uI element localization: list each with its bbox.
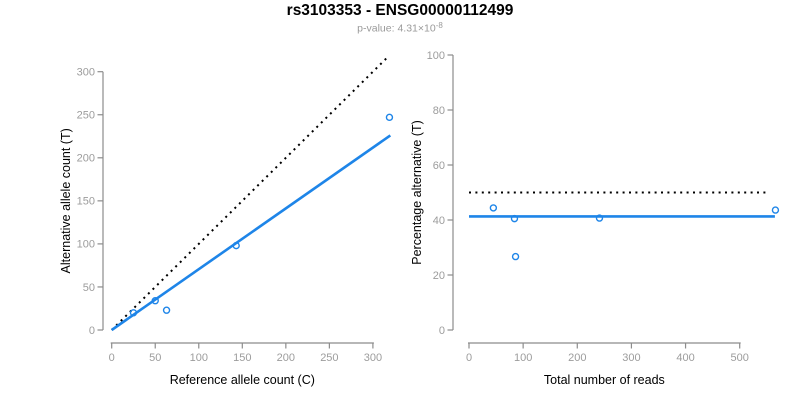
main-title: rs3103353 - ENSG00000112499: [286, 2, 514, 19]
x-tick-label: 400: [676, 352, 694, 364]
x-tick-label: 0: [466, 352, 472, 364]
data-point: [151, 297, 159, 305]
y-tick-label: 200: [77, 153, 95, 165]
x-tick-label: 0: [109, 352, 115, 364]
data-point: [385, 113, 394, 122]
y-tick-label: 60: [433, 160, 445, 172]
y-tick-label: 40: [433, 215, 445, 227]
y-tick-label: 150: [77, 196, 95, 208]
data-point: [232, 241, 240, 250]
x-axis-title: Total number of reads: [544, 373, 665, 387]
x-tick-label: 100: [514, 352, 532, 364]
y-tick-label: 80: [433, 105, 445, 117]
left-scatter-plot: 0 50 100 150 200 250 300 0 50 100 150 200 250 300 Refe…: [59, 57, 394, 387]
y-tick-label: 300: [77, 67, 95, 79]
x-tick-label: 150: [233, 352, 251, 364]
identity-line: [110, 57, 388, 331]
data-point: [510, 214, 519, 223]
data-point: [129, 309, 138, 317]
x-tick-label: 300: [364, 352, 382, 364]
data-point: [511, 252, 520, 261]
pvalue-subtitle: p-value: 4.31×10-8: [0, 20, 800, 35]
x-tick-label: 200: [277, 352, 295, 364]
y-tick-label: 50: [83, 282, 95, 294]
y-tick-label: 100: [427, 50, 445, 62]
x-tick-label: 200: [568, 352, 586, 364]
x-tick-label: 50: [149, 352, 161, 364]
pvalue-text: p-value: 4.31×10: [357, 22, 436, 35]
y-tick-label: 250: [77, 110, 95, 122]
y-tick-label: 100: [77, 239, 95, 251]
x-tick-label: 100: [190, 352, 208, 364]
x-axis-title: Reference allele count (C): [170, 373, 315, 387]
y-tick-label: 20: [433, 270, 445, 282]
x-tick-label: 300: [622, 352, 640, 364]
right-scatter-plot: 0 20 40 60 80 100 0 100 200 300 400 500 Total number…: [410, 50, 780, 387]
data-point: [489, 204, 498, 212]
pvalue-exponent: -8: [435, 20, 443, 30]
x-tick-label: 250: [320, 352, 338, 364]
data-point: [771, 206, 780, 214]
y-tick-label: 0: [89, 325, 95, 337]
fit-line: [110, 134, 392, 332]
y-axis-title: Percentage alternative (T): [410, 120, 424, 265]
y-axis-title: Alternative allele count (T): [59, 128, 73, 273]
x-tick-label: 500: [731, 352, 749, 364]
y-tick-label: 0: [439, 325, 445, 337]
data-point: [595, 214, 604, 222]
data-point: [162, 306, 171, 314]
